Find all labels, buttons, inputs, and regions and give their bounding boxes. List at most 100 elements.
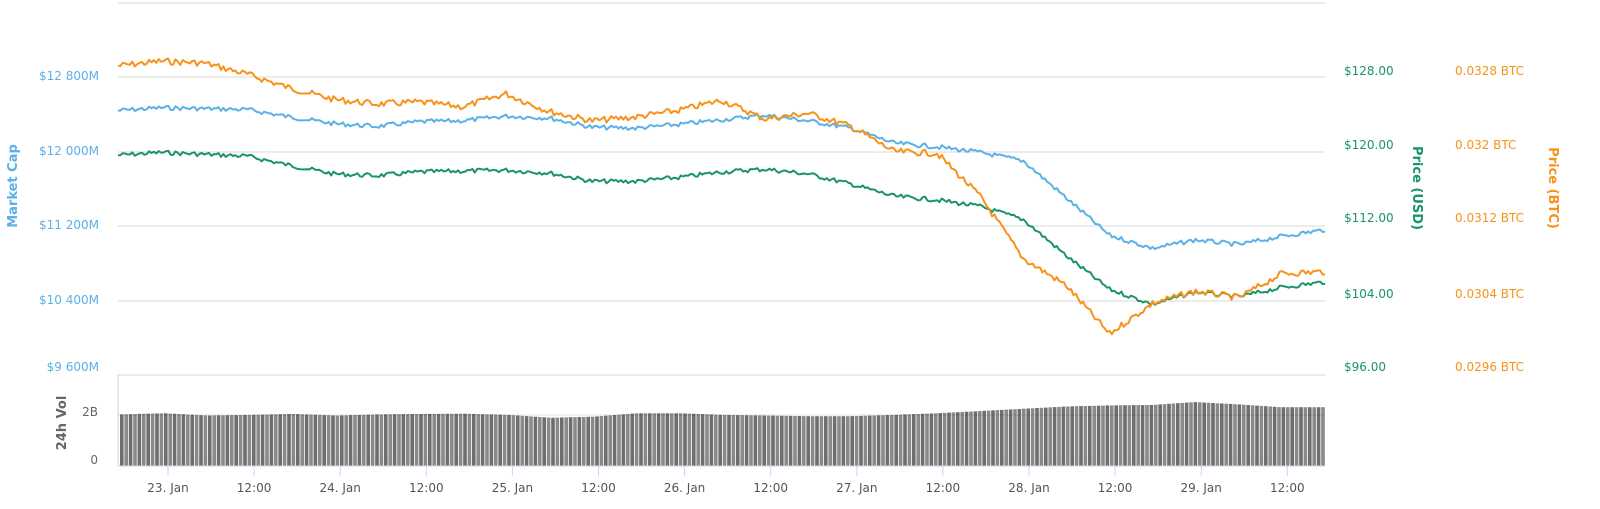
- price-btc-tick: 0.0312 BTC: [1455, 211, 1524, 225]
- volume-bar: [1294, 407, 1299, 466]
- volume-bar: [881, 415, 885, 466]
- volume-bar: [1118, 405, 1123, 466]
- volume-bar: [230, 415, 234, 466]
- volume-bar: [612, 415, 617, 466]
- volume-bar: [590, 416, 595, 466]
- volume-bar: [379, 414, 384, 466]
- volume-bar: [1145, 405, 1149, 466]
- market-cap-tick: $12 800M: [39, 69, 99, 83]
- volume-bar: [296, 414, 300, 466]
- volume-bar: [1176, 403, 1180, 466]
- price-usd-axis-title: Price (USD): [1409, 146, 1424, 230]
- volume-bar: [802, 416, 806, 466]
- volume-bar: [278, 414, 282, 466]
- volume-bar: [546, 417, 551, 466]
- volume-bar: [1281, 407, 1286, 466]
- volume-bar: [252, 414, 256, 466]
- volume-bar: [731, 415, 736, 466]
- volume-bar: [577, 417, 582, 466]
- volume-bar: [1237, 404, 1242, 466]
- x-tick-label: 23. Jan: [147, 481, 188, 495]
- volume-bar: [1250, 405, 1255, 466]
- volume-bar: [472, 413, 476, 466]
- volume-bar: [1070, 406, 1074, 466]
- volume-bar: [758, 415, 762, 466]
- volume-bar: [1167, 403, 1171, 466]
- x-tick-label: 12:00: [237, 481, 272, 495]
- volume-bar: [529, 416, 533, 466]
- volume-bar: [274, 414, 278, 466]
- volume-bar: [423, 413, 428, 466]
- volume-bar: [524, 416, 529, 466]
- volume-bar: [1259, 405, 1264, 466]
- volume-bar: [1162, 404, 1167, 466]
- volume-bar: [265, 414, 269, 466]
- volume-bar: [1136, 405, 1140, 466]
- volume-bar: [929, 413, 934, 466]
- market-cap-axis-title: Market Cap: [6, 144, 21, 228]
- volume-bar: [903, 414, 907, 466]
- x-tick-label: 12:00: [1270, 481, 1305, 495]
- volume-bar: [291, 413, 296, 466]
- volume-bar: [1290, 407, 1294, 466]
- price-btc-axis-title: Price (BTC): [1545, 147, 1560, 229]
- volume-bar: [489, 414, 494, 466]
- volume-bar: [1035, 408, 1039, 466]
- volume-bar: [269, 414, 274, 466]
- volume-bar: [832, 416, 837, 466]
- volume-bar: [1299, 407, 1303, 466]
- volume-bar: [287, 414, 291, 466]
- volume-bar: [555, 417, 560, 466]
- volume-bar: [318, 414, 322, 466]
- volume-bar: [683, 413, 687, 466]
- volume-bar: [978, 411, 982, 466]
- volume-bar: [771, 415, 775, 466]
- x-tick-label: 24. Jan: [319, 481, 360, 495]
- volume-bar: [538, 417, 542, 466]
- volume-bar: [331, 415, 335, 466]
- volume-bar: [1158, 404, 1162, 466]
- volume-bar: [991, 410, 995, 466]
- volume-bar: [890, 414, 894, 466]
- volume-bar: [938, 413, 942, 466]
- volume-bar: [872, 415, 876, 466]
- volume-bar: [1189, 402, 1193, 466]
- volume-bar: [520, 415, 524, 466]
- volume-bar: [511, 415, 516, 466]
- price-usd-tick: $104.00: [1344, 287, 1394, 301]
- volume-bar: [401, 414, 406, 466]
- volume-bar: [846, 416, 850, 466]
- volume-bar: [828, 416, 832, 466]
- volume-bar: [687, 413, 692, 466]
- volume-bar: [1242, 404, 1246, 466]
- volume-bar: [1101, 405, 1105, 466]
- volume-bar: [551, 417, 555, 466]
- volume-bar: [194, 414, 199, 466]
- volume-bar: [1180, 402, 1184, 466]
- volume-bar: [216, 415, 221, 466]
- volume-bar: [304, 414, 309, 466]
- volume-bar: [137, 413, 142, 466]
- volume-bar: [159, 413, 164, 466]
- volume-bar: [120, 414, 124, 466]
- volume-bar: [260, 414, 265, 466]
- price-btc-tick: 0.0296 BTC: [1455, 360, 1524, 374]
- volume-bar: [388, 414, 392, 466]
- volume-bar: [595, 416, 599, 466]
- volume-bar: [441, 413, 445, 466]
- volume-bar: [670, 413, 674, 466]
- volume-bar: [256, 414, 260, 466]
- volume-bar: [384, 414, 388, 466]
- volume-bar: [621, 414, 626, 466]
- volume-bar: [485, 414, 489, 466]
- volume-bar: [313, 414, 318, 466]
- volume-bar: [656, 413, 661, 466]
- volume-bar: [727, 414, 731, 466]
- volume-bar: [1026, 408, 1030, 466]
- volume-bar: [1215, 403, 1220, 466]
- volume-bar: [1079, 406, 1083, 466]
- volume-bar: [599, 416, 604, 466]
- volume-bar: [951, 412, 956, 466]
- x-tick-label: 26. Jan: [664, 481, 705, 495]
